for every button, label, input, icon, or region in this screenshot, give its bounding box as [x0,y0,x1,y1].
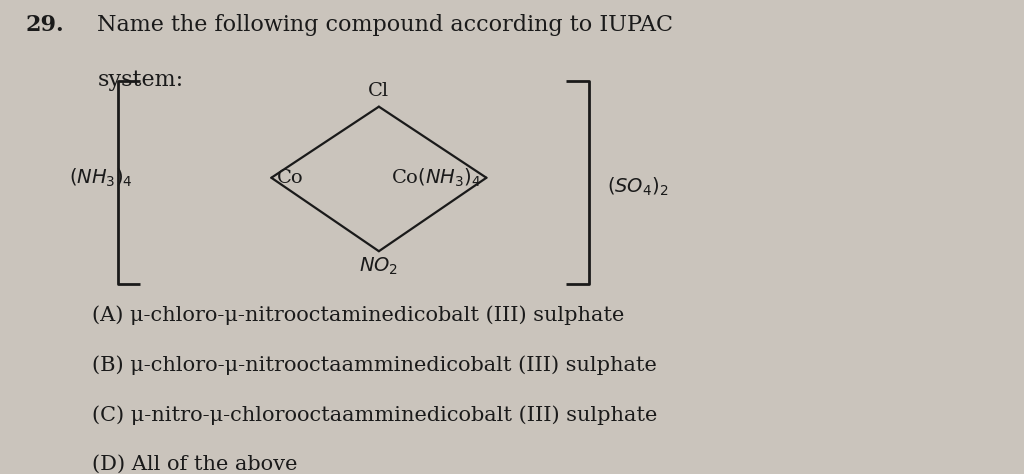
Text: Co: Co [276,169,303,187]
Text: $(SO_4)_2$: $(SO_4)_2$ [607,176,669,199]
Text: $(NH_3)_4$: $(NH_3)_4$ [70,166,133,189]
Text: (B) μ-chloro-μ-nitrooctaamminedicobalt (III) sulphate: (B) μ-chloro-μ-nitrooctaamminedicobalt (… [92,356,657,375]
Text: Cl: Cl [369,82,389,100]
Text: (C) μ-nitro-μ-chlorooctaamminedicobalt (III) sulphate: (C) μ-nitro-μ-chlorooctaamminedicobalt (… [92,405,657,425]
Text: $NO_2$: $NO_2$ [359,256,398,277]
Text: Name the following compound according to IUPAC: Name the following compound according to… [97,14,674,36]
Text: 29.: 29. [26,14,65,36]
Text: Co$(NH_3)_4$: Co$(NH_3)_4$ [391,166,481,189]
Text: (D) All of the above: (D) All of the above [92,455,298,474]
Text: system:: system: [97,69,183,91]
Text: (A) μ-chloro-μ-nitrooctaminedicobalt (III) sulphate: (A) μ-chloro-μ-nitrooctaminedicobalt (II… [92,306,625,326]
